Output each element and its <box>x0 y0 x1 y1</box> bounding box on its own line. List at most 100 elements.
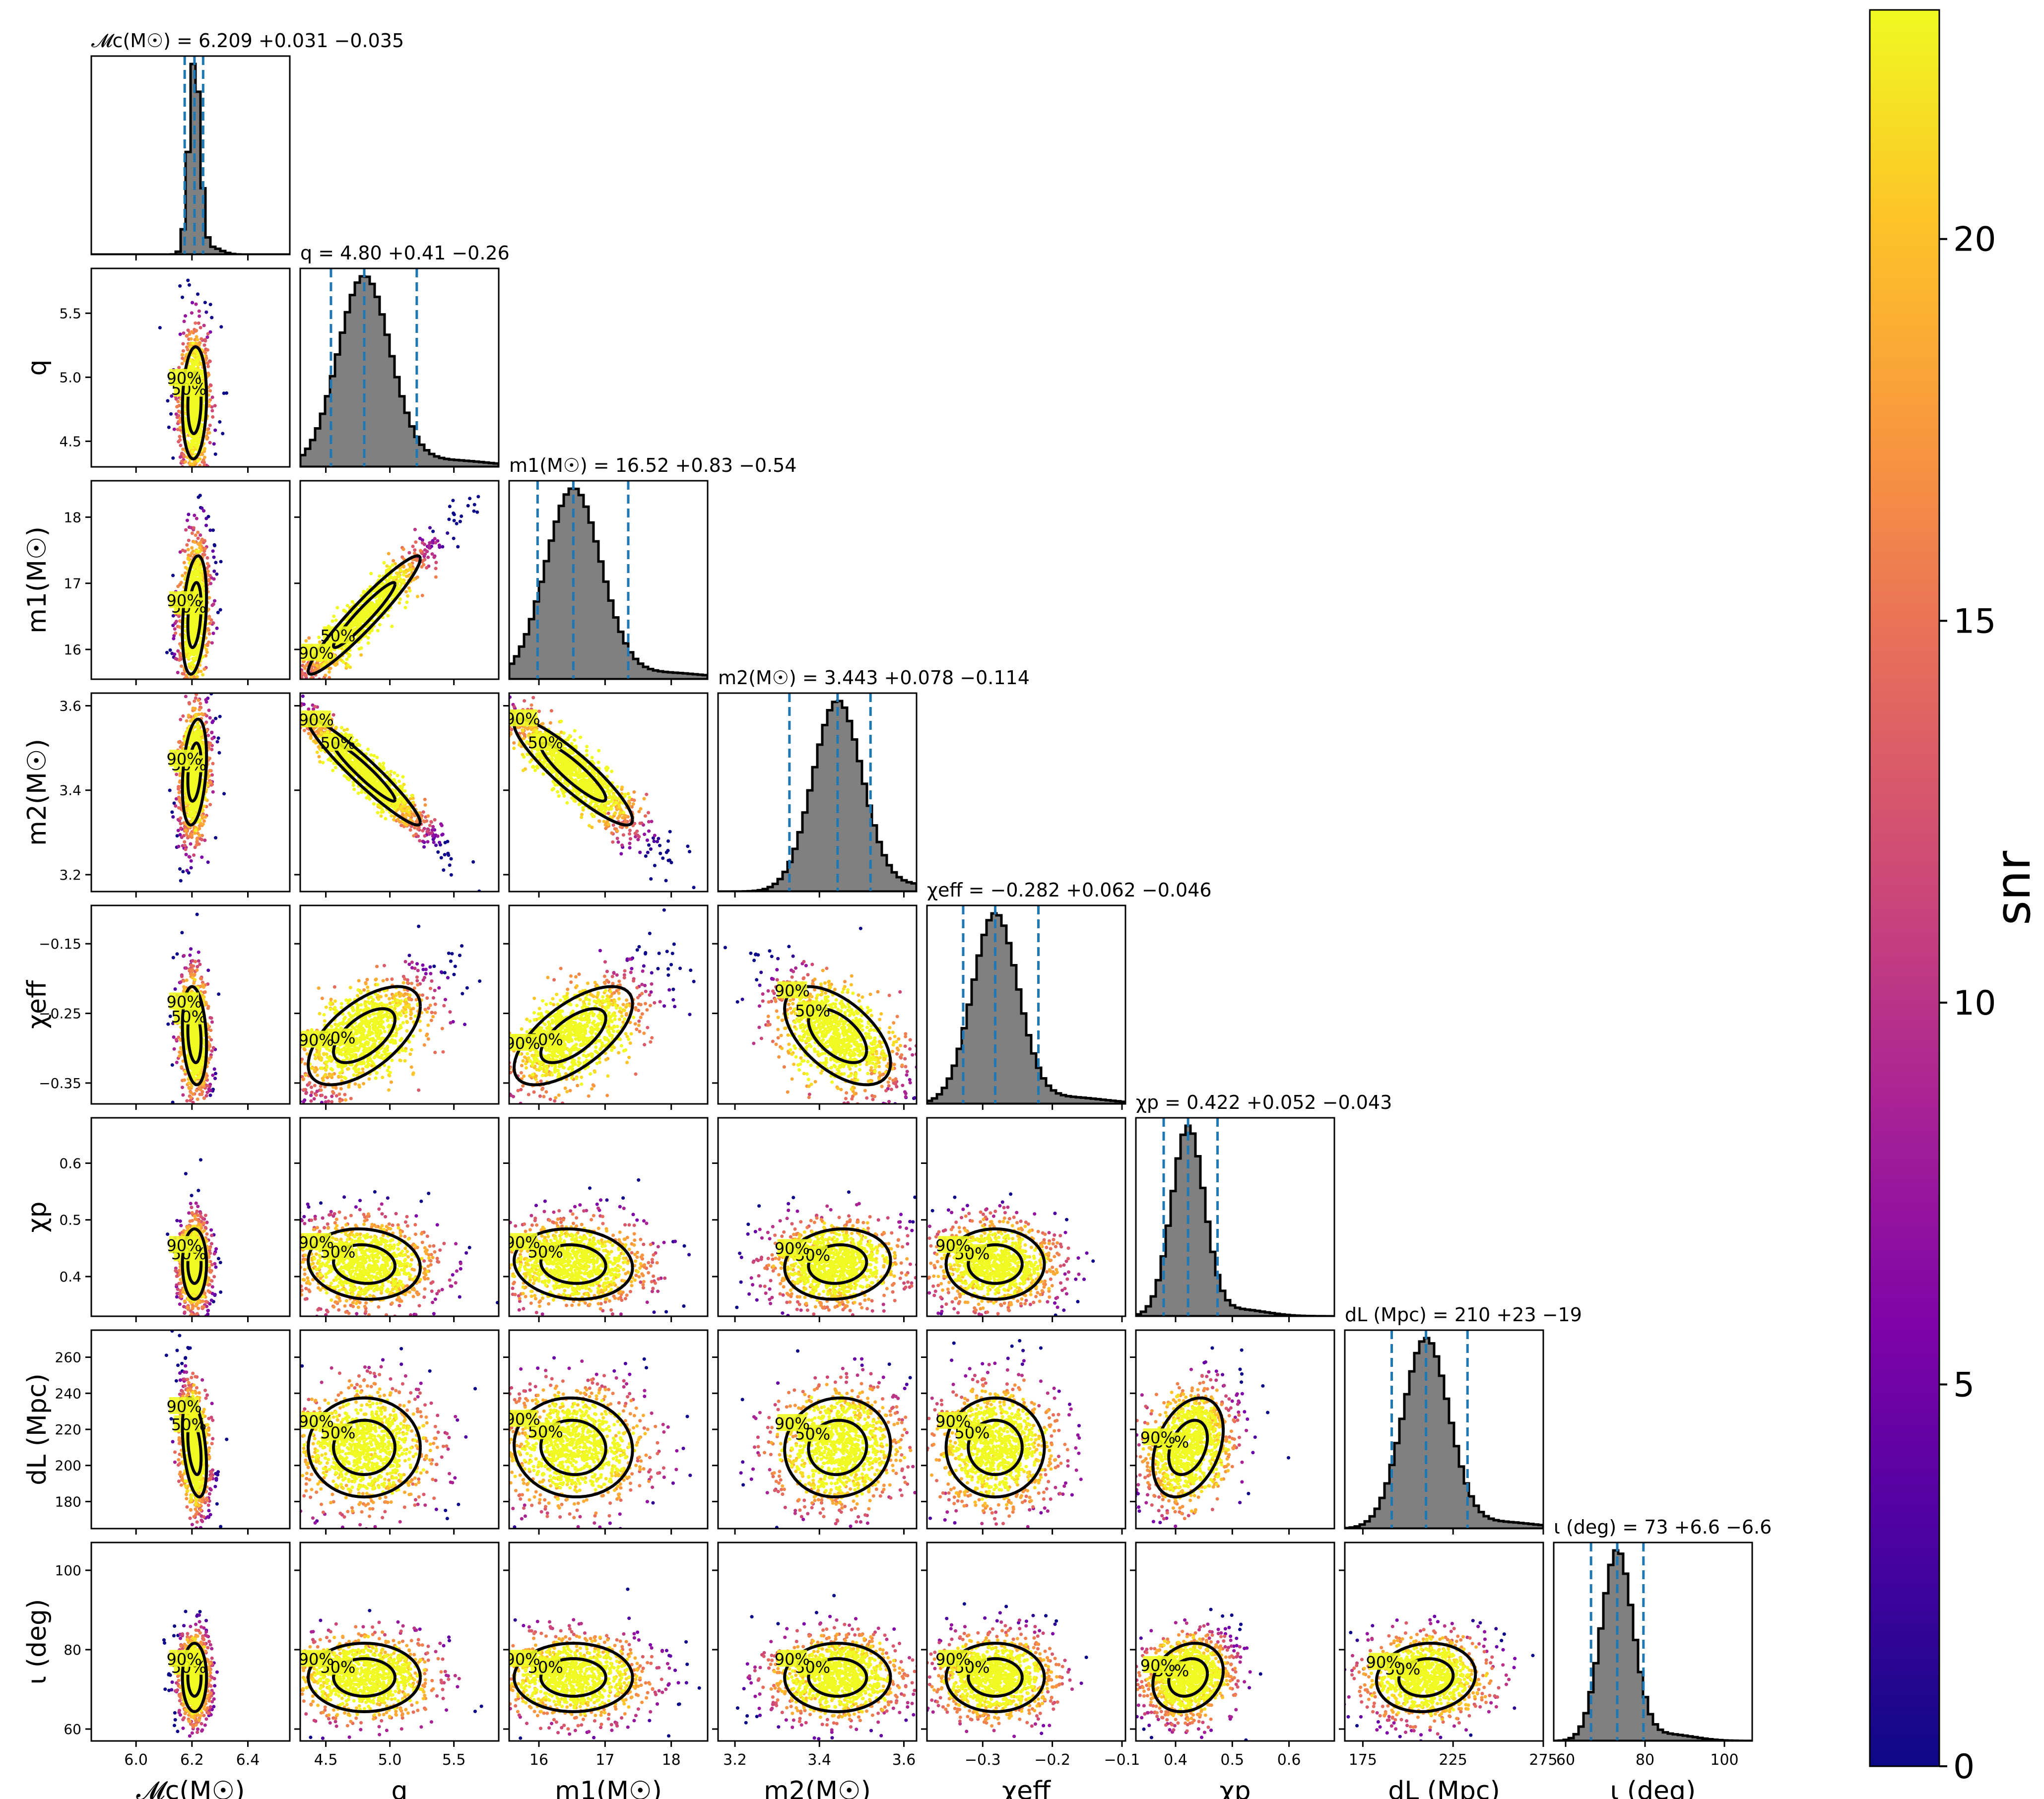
sample-points <box>436 839 481 892</box>
x-axis-label-iota: ι (deg) <box>1610 1776 1696 1799</box>
scatter-panel-mc-m2: 50%90% 3.2 3.4 3.6 <box>59 692 291 898</box>
x-tick-label: −0.2 <box>1034 1751 1070 1769</box>
sample-points <box>421 967 467 1027</box>
contour-label-bg <box>301 710 331 728</box>
scatter-panel-dl-iota: 50%90% 175 225 275 <box>1339 1542 1558 1769</box>
sample-points <box>171 815 210 870</box>
contour-50pct <box>331 1657 396 1698</box>
panel-title-dl: dL (Mpc) = 210 +23 −19 <box>1345 1304 1582 1326</box>
scatter-panel-q-chieff: 50%90% <box>294 904 500 1110</box>
panel-content: 50%90% <box>735 1594 917 1741</box>
sample-points <box>206 1477 218 1519</box>
sample-points <box>935 1628 1062 1726</box>
sample-points <box>208 1072 217 1097</box>
contour-90pct <box>306 985 422 1087</box>
sample-points <box>757 962 912 1104</box>
x-tick-label: 100 <box>1710 1751 1738 1769</box>
sample-points <box>178 301 212 336</box>
sample-points <box>1138 1632 1240 1733</box>
sample-points <box>315 1358 460 1523</box>
sample-points <box>573 1203 666 1244</box>
panel-frame <box>1344 1329 1544 1530</box>
contour-label-bg <box>301 1030 331 1048</box>
x-tick-label: 3.4 <box>807 1751 831 1769</box>
contour-label: 90% <box>775 981 810 1000</box>
y-tick-label: 180 <box>55 1493 81 1510</box>
sample-points <box>309 1608 483 1739</box>
sample-points <box>758 1713 883 1741</box>
contour-label-bg <box>169 750 199 767</box>
x-tick-label: 6.2 <box>180 1751 204 1769</box>
sample-points <box>178 1364 210 1520</box>
contour-50pct <box>1167 1418 1209 1477</box>
contour-label-bg <box>301 1650 331 1667</box>
panel-content: 50%90% <box>927 1339 1083 1529</box>
sample-points <box>300 1021 453 1097</box>
sample-points <box>430 544 442 549</box>
panel-content: 50%90% <box>300 924 482 1104</box>
panel-frame <box>926 1117 1126 1317</box>
contour-label: 90% <box>167 369 202 388</box>
panel-frame <box>90 55 291 256</box>
panel-frame <box>717 904 918 1105</box>
contour-label-bg <box>169 1650 199 1667</box>
sample-points <box>1378 1618 1517 1737</box>
contour-50pct <box>807 1007 868 1064</box>
contour-label: 50% <box>171 1008 206 1027</box>
sample-points <box>1355 1619 1517 1710</box>
sample-points <box>625 957 671 1008</box>
sample-points <box>646 836 660 854</box>
panel-title-m2: m2(M☉) = 3.443 +0.078 −0.114 <box>718 667 1030 689</box>
panel-frame <box>717 1542 918 1742</box>
y-tick-label: −0.15 <box>39 936 81 952</box>
y-tick-label: 3.2 <box>59 867 81 883</box>
contour-label: 90% <box>1366 1653 1401 1672</box>
scatter-panel-mc-chip: 50%90% 0.4 0.5 0.6 <box>59 1117 291 1322</box>
contour-90pct <box>181 1641 208 1714</box>
sample-points <box>175 740 219 849</box>
sample-points <box>509 1374 665 1519</box>
panel-content <box>300 268 499 467</box>
x-tick-label: −0.3 <box>965 1751 1001 1769</box>
y-axis-label-dl: dL (Mpc) <box>22 1373 52 1485</box>
colorbar: 0 5 10 15 20 snr <box>1869 9 2041 1787</box>
panel-title-m1: m1(M☉) = 16.52 +0.83 −0.54 <box>509 454 797 476</box>
scatter-panel-m2-chieff: 50%90% <box>712 904 918 1110</box>
contour-50pct <box>967 1243 1024 1285</box>
y-tick-label: 18 <box>64 509 81 525</box>
contour-label: 90% <box>1140 1656 1176 1675</box>
panel-frame <box>90 1117 291 1317</box>
sample-points <box>935 1373 1070 1526</box>
scatter-panel-chieff-dl: 50%90% <box>921 1329 1126 1535</box>
scatter-panel-chip-iota: 50%90% 0.4 0.5 0.6 <box>1130 1542 1335 1769</box>
contour-50pct <box>807 1657 868 1698</box>
sample-points <box>962 1602 1088 1741</box>
sample-points <box>1352 1628 1492 1729</box>
x-tick-label: 275 <box>1529 1751 1557 1769</box>
contour-label-bg <box>777 1239 807 1256</box>
sample-points <box>354 1205 462 1316</box>
sample-points <box>936 1204 1067 1315</box>
contour-label: 90% <box>505 1650 540 1669</box>
sample-points <box>741 1363 909 1464</box>
panel-frame <box>90 692 291 893</box>
panel-content: 50%90% <box>927 1192 1095 1316</box>
sample-points <box>1355 1629 1482 1736</box>
x-tick-label: 0.6 <box>1277 1751 1301 1769</box>
sample-points <box>939 1200 1066 1316</box>
x-tick-label: 225 <box>1439 1751 1467 1769</box>
sample-points <box>446 531 450 535</box>
contour-90pct <box>306 554 422 676</box>
contour-90pct <box>783 1396 892 1498</box>
contour-label: 90% <box>1140 1428 1176 1447</box>
sample-points <box>174 302 201 416</box>
x-axis-label-mc: 𝓜c(M☉) <box>136 1776 245 1799</box>
panel-content: 50%90% <box>300 694 481 892</box>
histogram-panel-mc: 𝓜c(M☉) = 6.209 +0.031 −0.035 <box>90 30 404 260</box>
histogram-bars <box>718 700 917 892</box>
sample-points <box>447 1635 451 1639</box>
contour-label-bg <box>938 1412 968 1429</box>
sample-points <box>319 1618 451 1740</box>
y-axis-label-m1: m1(M☉) <box>22 526 52 634</box>
